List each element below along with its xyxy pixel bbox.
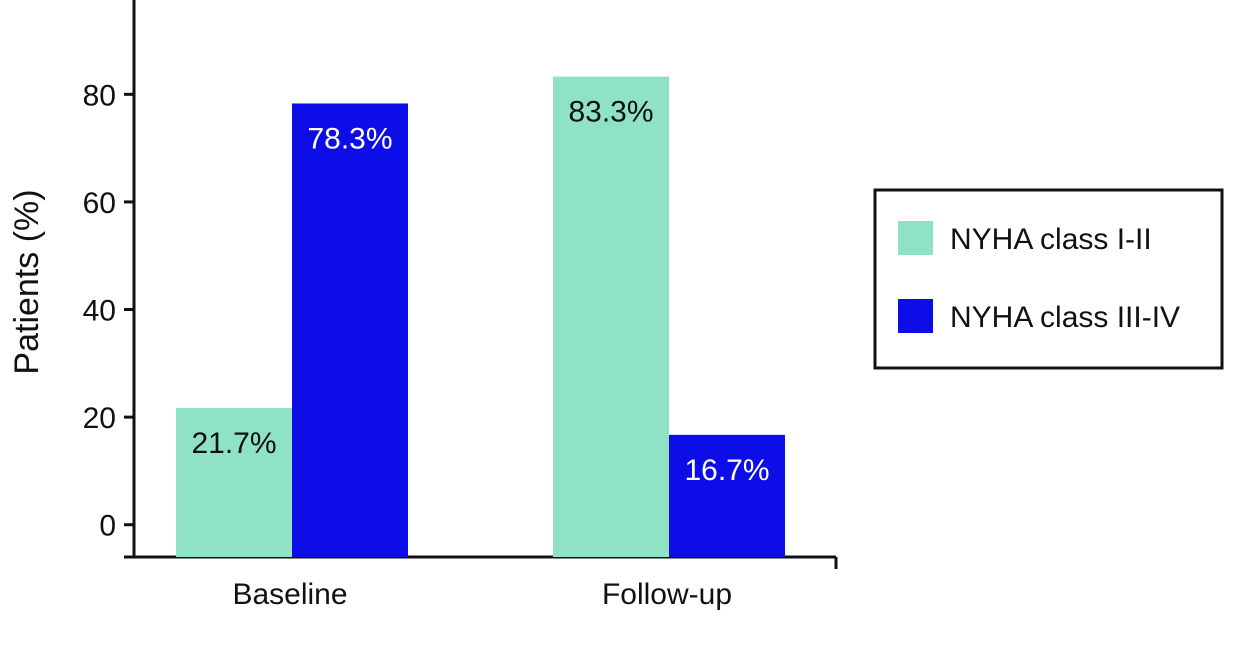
- bar-value-label: 21.7%: [191, 427, 276, 460]
- x-category-label: Follow-up: [602, 578, 732, 611]
- legend-swatch: [898, 221, 933, 255]
- bar-value-label: 16.7%: [684, 454, 769, 487]
- bar: [669, 434, 785, 557]
- bar: [292, 103, 408, 557]
- bar: [553, 76, 669, 557]
- plot-area: 0 20 40 60 80 100 21.7% 78.3% Baseline 83.3% 16.7%…: [66, 0, 838, 611]
- bar-value-label: 78.3%: [307, 122, 392, 155]
- y-tick-label: 40: [83, 295, 116, 328]
- y-tick-label: 60: [83, 187, 116, 220]
- legend-box: [873, 188, 1224, 370]
- bar: [176, 407, 292, 557]
- y-tick-label: 80: [83, 79, 116, 112]
- y-tick-label: 20: [83, 402, 116, 435]
- y-tick-label: 100: [66, 0, 116, 5]
- y-axis-title: Patients (%): [8, 189, 46, 374]
- y-tick-label: 0: [99, 510, 116, 543]
- legend: NYHA class I-II NYHA class III-IV: [873, 188, 1224, 370]
- legend-label: NYHA class I-II: [950, 223, 1152, 256]
- legend-label: NYHA class III-IV: [950, 301, 1180, 334]
- x-category-label: Baseline: [232, 578, 347, 611]
- legend-swatch: [898, 299, 933, 333]
- bar-value-label: 83.3%: [568, 96, 653, 129]
